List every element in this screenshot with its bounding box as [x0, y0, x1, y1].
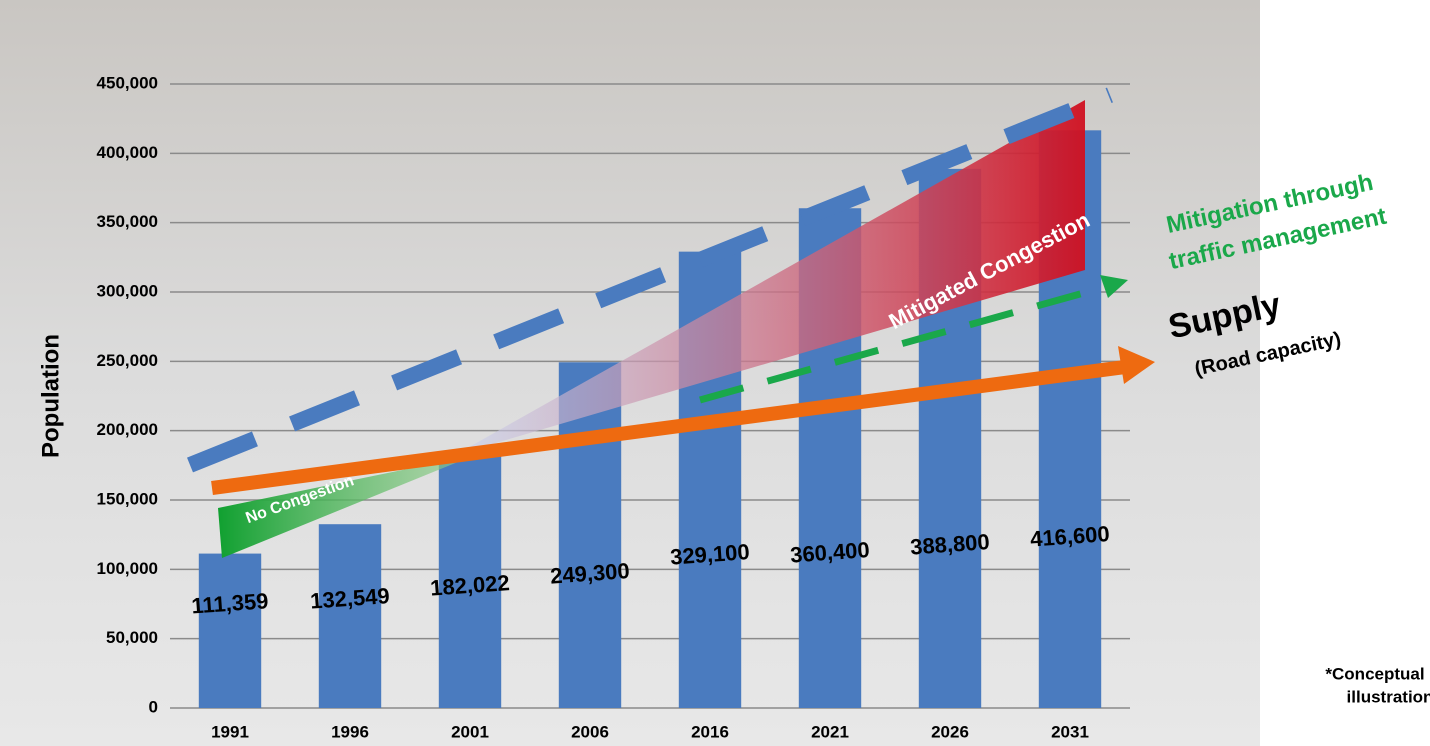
data-label: 132,549 [309, 583, 390, 613]
data-label: 249,300 [549, 558, 630, 588]
y-tick-label: 250,000 [97, 351, 158, 370]
overlays [187, 87, 1155, 558]
x-tick-label: 1996 [331, 722, 369, 741]
y-tick-label: 350,000 [97, 212, 158, 231]
y-tick-label: 0 [149, 697, 158, 716]
x-tick-label: 2026 [931, 722, 969, 741]
y-tick-label: 400,000 [97, 143, 158, 162]
mitigation-line [699, 283, 1106, 404]
x-tick-label: 2001 [451, 722, 489, 741]
supply-line [211, 360, 1126, 495]
x-tick-label: 2021 [811, 722, 849, 741]
data-label: 111,359 [191, 588, 270, 618]
y-tick-label: 50,000 [106, 628, 158, 647]
bar [438, 455, 502, 708]
x-tick-label: 2016 [691, 722, 729, 741]
bar [318, 524, 382, 708]
x-tick-label: 2006 [571, 722, 609, 741]
note: illustration [1347, 687, 1430, 706]
data-label: 182,022 [429, 570, 510, 600]
x-tick-label: 1991 [211, 722, 249, 741]
arrow-head [1118, 346, 1155, 384]
data-label: 388,800 [909, 529, 990, 559]
y-tick-label: 300,000 [97, 281, 158, 300]
mitigated-area [455, 100, 1085, 455]
data-label: 360,400 [789, 537, 870, 567]
bar [198, 553, 262, 708]
data-label: 329,100 [669, 539, 750, 569]
x-tick-label: 2031 [1051, 722, 1089, 741]
y-tick-label: 200,000 [97, 420, 158, 439]
y-tick-label: 100,000 [97, 559, 158, 578]
margin [1260, 0, 1430, 746]
note: *Conceptual [1325, 664, 1424, 683]
y-tick-label: 450,000 [97, 73, 158, 92]
arrow-head [1100, 275, 1128, 298]
no-congestion-area [218, 455, 475, 558]
y-tick-label: 150,000 [97, 489, 158, 508]
data-label: 416,600 [1029, 521, 1110, 551]
demand-line [187, 87, 1113, 473]
y-axis-title: Population [37, 334, 64, 458]
